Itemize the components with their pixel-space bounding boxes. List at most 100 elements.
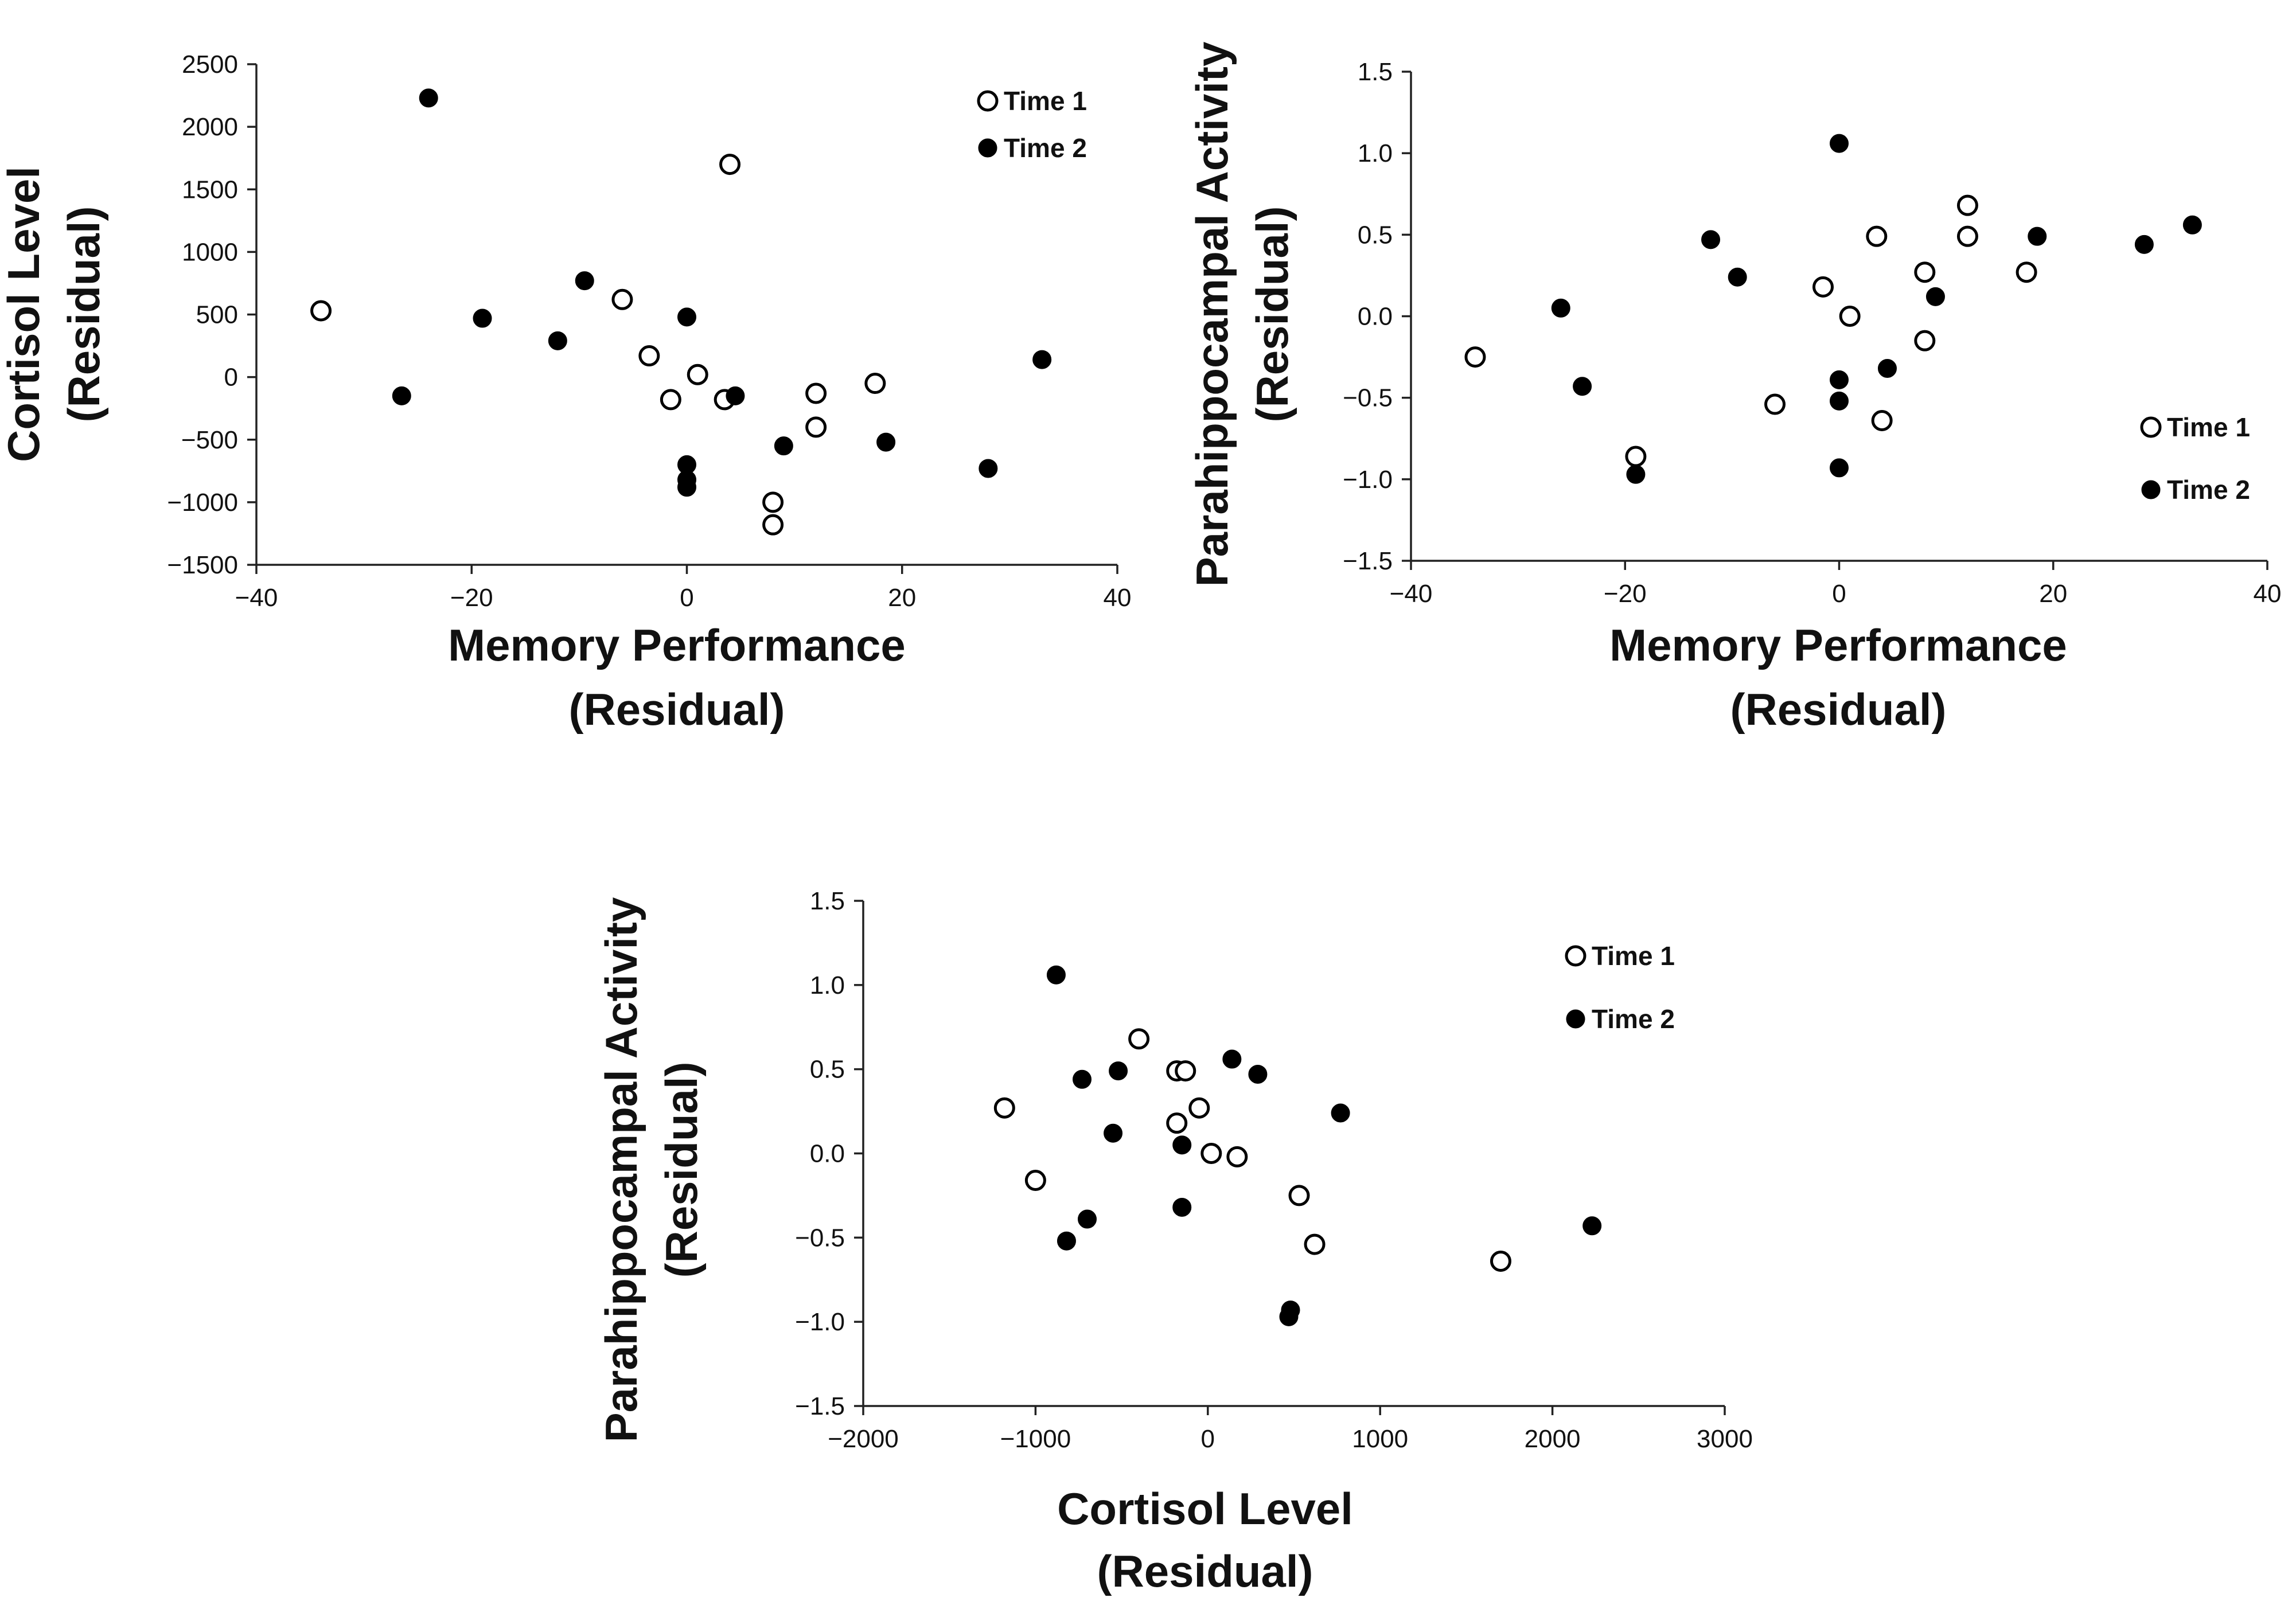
x-axis-title: Memory Performance xyxy=(448,620,906,670)
y-tick-label: −1.5 xyxy=(1343,547,1393,575)
time1-point xyxy=(1226,1146,1248,1167)
y-tick-label: 1.0 xyxy=(1358,139,1393,167)
chart-cortisol-vs-memory: 2500 2000 1500 1000 500 0 −500 −1000 −1500 −40 −20… xyxy=(0,50,1132,735)
time2-point xyxy=(575,271,594,291)
time1-point xyxy=(660,389,681,411)
time1-point xyxy=(805,416,827,438)
y-axis-title: Parahippocampal Activity (Residual) xyxy=(596,897,707,1443)
time2-point xyxy=(1057,1231,1076,1251)
y-tick-label: 1000 xyxy=(182,238,238,266)
time2-point xyxy=(979,459,998,478)
y-axis-title-line: Parahippocampal Activity xyxy=(1187,42,1237,587)
time1-point xyxy=(993,1097,1015,1119)
time1-point xyxy=(1764,393,1786,415)
y-axis-title-line: Cortisol Level xyxy=(0,166,49,462)
time2-point xyxy=(1551,298,1570,318)
x-tick-label: −40 xyxy=(1390,580,1433,608)
time2-point xyxy=(1046,965,1066,985)
time1-point xyxy=(1128,1028,1150,1050)
x-tick-label: 40 xyxy=(2254,580,2282,608)
time2-point xyxy=(473,308,492,328)
time1-point xyxy=(2016,261,2037,283)
legend-time2-label: Time 2 xyxy=(1004,133,1087,163)
time2-point xyxy=(548,331,567,350)
y-tick-label: 1500 xyxy=(182,175,238,204)
y-tick-label: 1.5 xyxy=(1358,58,1393,86)
legend-time1-label: Time 1 xyxy=(1004,86,1087,116)
x-tick-label: −40 xyxy=(235,584,278,612)
x-tick-label: 40 xyxy=(1104,584,1132,612)
x-tick-label: 20 xyxy=(888,584,916,612)
time1-point xyxy=(611,288,633,310)
time2-point xyxy=(1248,1064,1268,1084)
time2-point xyxy=(1925,287,1945,306)
x-tick-label: −20 xyxy=(450,584,493,612)
time1-point xyxy=(1288,1185,1310,1206)
x-tick-label: 0 xyxy=(1201,1425,1215,1453)
time1-point xyxy=(1914,261,1936,283)
time2-point xyxy=(1172,1135,1192,1155)
time1-point xyxy=(687,364,708,385)
time2-point xyxy=(677,478,696,497)
time2-point xyxy=(1728,267,1747,287)
time2-point xyxy=(419,88,438,108)
x-tick-label: 20 xyxy=(2039,580,2067,608)
time2-point xyxy=(774,436,793,456)
time2-point xyxy=(1582,1216,1602,1236)
y-tick-label: 1.5 xyxy=(810,887,845,915)
x-tick-label: 1000 xyxy=(1352,1425,1408,1453)
legend-time2-label: Time 2 xyxy=(2167,475,2250,505)
time1-point xyxy=(310,300,332,322)
time2-point xyxy=(1830,370,1849,389)
legend-time1-label: Time 1 xyxy=(2167,412,2250,442)
time2-point xyxy=(1830,458,1849,478)
time1-point xyxy=(1175,1060,1196,1082)
chart-parahippocampal-vs-memory: 1.5 1.0 0.5 0.0 −0.5 −1.0 −1.5 −40 −20 0 20 40 Memor… xyxy=(1187,42,2282,735)
y-tick-label: 2500 xyxy=(182,50,238,79)
time2-point xyxy=(1573,377,1592,396)
y-tick-label: −1500 xyxy=(167,551,238,579)
y-tick-label: 0.5 xyxy=(810,1056,845,1084)
time2-point xyxy=(1281,1300,1300,1320)
x-axis-title: (Residual) xyxy=(1097,1546,1313,1596)
x-tick-label: −1000 xyxy=(1000,1425,1071,1453)
time1-point xyxy=(1956,225,1978,247)
legend-time2-label: Time 2 xyxy=(1592,1004,1675,1034)
time2-point xyxy=(677,307,696,327)
x-tick-label: 2000 xyxy=(1525,1425,1581,1453)
x-axis-title: Cortisol Level xyxy=(1057,1483,1353,1534)
time2-point xyxy=(1109,1061,1128,1081)
time2-point xyxy=(1830,391,1849,411)
time2-point xyxy=(876,432,896,452)
y-axis-title-line: (Residual) xyxy=(656,1061,707,1278)
time2-point xyxy=(1626,464,1646,484)
legend-time2-marker xyxy=(978,138,997,158)
legend-time2-marker xyxy=(2141,480,2161,499)
legend-time1-marker xyxy=(2140,416,2162,438)
time2-point xyxy=(2134,235,2154,254)
time1-point xyxy=(1304,1233,1326,1255)
y-axis-title-line: Parahippocampal Activity xyxy=(596,897,646,1443)
time1-point xyxy=(864,373,886,395)
time1-point xyxy=(1464,346,1486,368)
x-axis-title: (Residual) xyxy=(568,684,785,735)
x-tick-label: −20 xyxy=(1604,580,1647,608)
time1-point xyxy=(1490,1250,1511,1272)
time1-point xyxy=(805,382,827,404)
time1-point xyxy=(762,491,784,513)
y-tick-label: 0.0 xyxy=(810,1140,845,1168)
time1-point xyxy=(1812,276,1834,298)
y-axis-title: Cortisol Level (Residual) xyxy=(0,166,109,462)
time2-point xyxy=(1078,1209,1097,1229)
y-tick-label: 0 xyxy=(224,364,238,392)
time1-point xyxy=(1625,446,1647,467)
y-tick-label: 1.0 xyxy=(810,971,845,999)
x-axis-title: (Residual) xyxy=(1730,684,1946,735)
time2-point xyxy=(1830,134,1849,153)
time2-point xyxy=(2182,215,2202,235)
time2-point xyxy=(726,386,745,405)
x-tick-label: −2000 xyxy=(828,1425,899,1453)
y-tick-label: −1.0 xyxy=(1343,466,1393,494)
time2-point xyxy=(1073,1069,1092,1089)
time1-point xyxy=(762,514,784,536)
